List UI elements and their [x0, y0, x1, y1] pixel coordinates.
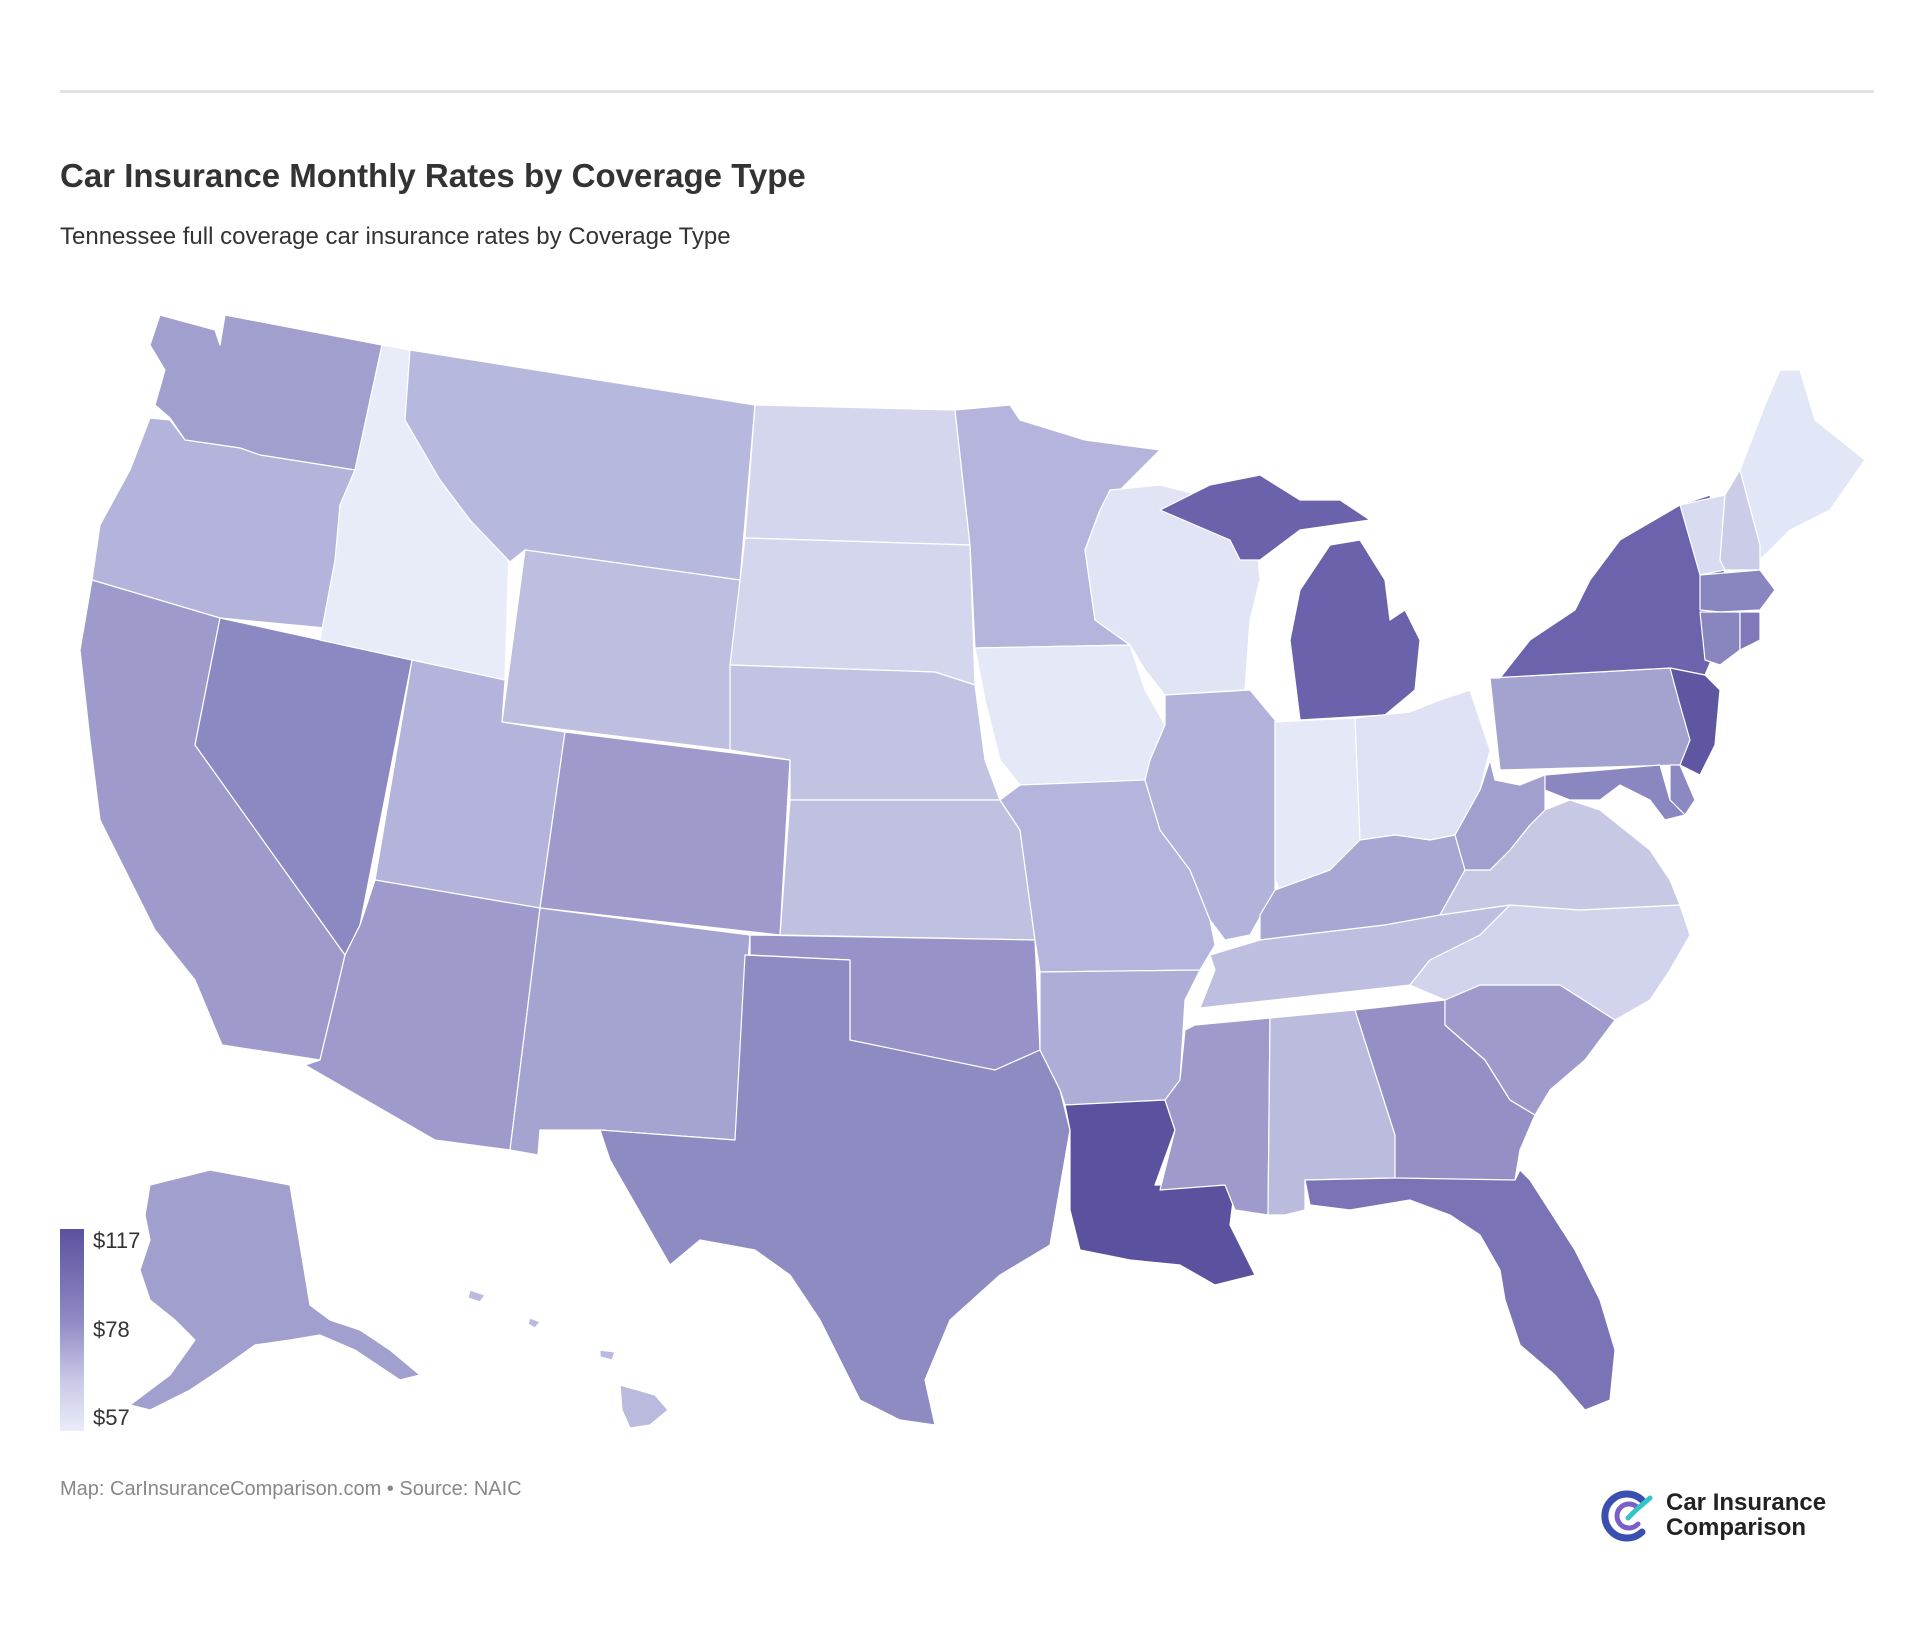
state-MT[interactable] [404, 349, 756, 581]
state-MI[interactable] [1289, 539, 1421, 721]
state-AK[interactable] [129, 1169, 421, 1411]
chart-title: Car Insurance Monthly Rates by Coverage … [60, 157, 806, 194]
state-WI[interactable] [1084, 484, 1261, 696]
brand-logo[interactable]: Car Insurance Comparison [1598, 1488, 1838, 1544]
logo-c-icon [1601, 1490, 1653, 1542]
state-ME[interactable] [1739, 369, 1866, 561]
state-HI[interactable] [467, 1289, 669, 1429]
state-TX[interactable] [599, 954, 1071, 1426]
chart-subtitle: Tennessee full coverage car insurance ra… [60, 223, 731, 250]
state-FL[interactable] [1304, 1169, 1616, 1411]
state-KS[interactable] [779, 799, 1036, 941]
state-CT[interactable] [1699, 611, 1741, 666]
legend-min-label: $57 [93, 1405, 130, 1430]
state-ND[interactable] [744, 404, 971, 546]
legend-color-scale [60, 1229, 84, 1431]
state-MA[interactable] [1699, 569, 1776, 613]
top-divider [60, 90, 1874, 93]
source-credit: Map: CarInsuranceComparison.com • Source… [60, 1478, 522, 1500]
legend-mid-label: $78 [93, 1317, 130, 1342]
state-IA[interactable] [974, 644, 1166, 786]
state-LA[interactable] [1064, 1099, 1256, 1286]
state-DE[interactable] [1669, 764, 1696, 816]
state-IL[interactable] [1144, 689, 1276, 941]
state-WY[interactable] [501, 549, 741, 751]
state-WV[interactable] [1454, 759, 1546, 871]
state-PA[interactable] [1489, 667, 1701, 771]
state-MI-upper[interactable] [1159, 474, 1371, 561]
state-NC[interactable] [1409, 904, 1691, 1021]
state-CO[interactable] [539, 731, 791, 936]
state-NJ[interactable] [1669, 667, 1721, 776]
state-NM[interactable] [509, 907, 751, 1156]
state-MD[interactable] [1544, 764, 1686, 821]
logo-text-line1: Car Insurance [1666, 1489, 1827, 1516]
state-SD[interactable] [729, 537, 976, 686]
legend-max-label: $117 [93, 1228, 141, 1253]
logo-text-line2: Comparison [1666, 1514, 1807, 1541]
state-RI[interactable] [1739, 611, 1761, 651]
